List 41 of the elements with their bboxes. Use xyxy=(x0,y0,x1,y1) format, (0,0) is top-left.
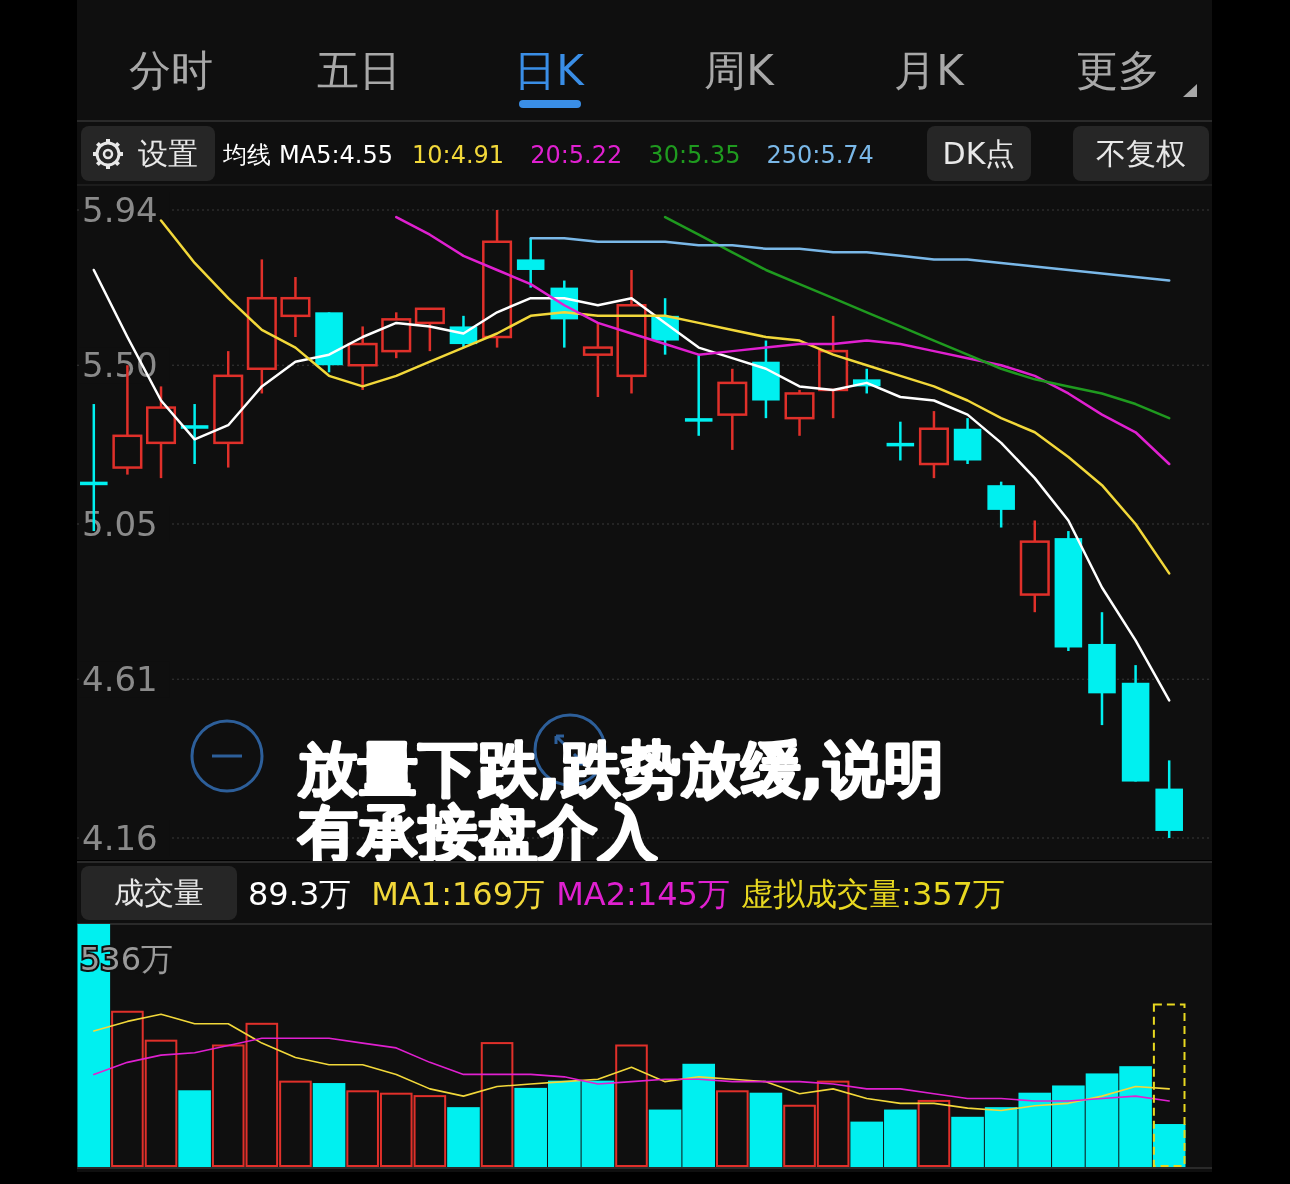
y-tick-label: 5.05 xyxy=(82,504,158,544)
line-series xyxy=(159,219,1171,575)
bar xyxy=(1152,1003,1186,1167)
text: 89.3万 xyxy=(248,875,352,913)
text: MA5:4.55 xyxy=(279,141,393,169)
bar xyxy=(716,1090,749,1167)
text: 虚拟成交量:357万 xyxy=(741,875,1005,913)
bar xyxy=(917,1099,951,1167)
text: MA2:145万 xyxy=(556,875,730,913)
candlestick xyxy=(516,236,545,289)
candlestick xyxy=(684,353,713,438)
bar xyxy=(178,1090,211,1167)
line-series xyxy=(529,236,1171,282)
text: 设置 xyxy=(138,136,198,172)
bar xyxy=(447,1107,480,1167)
text: 周K xyxy=(704,46,776,95)
line-series xyxy=(395,215,1171,466)
bar xyxy=(749,1092,783,1167)
text: 更多 xyxy=(1076,46,1160,95)
candlestick xyxy=(180,402,209,466)
text: 250:5.74 xyxy=(766,141,874,169)
text: 30:5.35 xyxy=(648,141,741,169)
text: 五日 xyxy=(317,46,401,95)
legend-title: 均线 xyxy=(222,141,271,169)
line-series xyxy=(663,215,1171,420)
text: 日K xyxy=(514,46,586,95)
bar xyxy=(480,1042,514,1167)
text: MA1:169万 xyxy=(371,875,546,913)
bar xyxy=(312,1083,346,1167)
candlestick xyxy=(582,321,613,399)
text: 分时 xyxy=(129,46,213,95)
text: DK点 xyxy=(942,136,1016,172)
text: 不复权 xyxy=(1096,136,1186,172)
legend-title: 成交量 xyxy=(114,875,204,910)
text: 20:5.22 xyxy=(530,141,623,169)
bar xyxy=(615,1044,648,1167)
text: 月K xyxy=(894,46,966,95)
text: 10:4.91 xyxy=(412,141,505,169)
y-tick-label: 5.94 xyxy=(82,190,158,230)
y-tick-label: 4.61 xyxy=(82,659,158,700)
y-tick-label: 4.16 xyxy=(82,818,158,858)
